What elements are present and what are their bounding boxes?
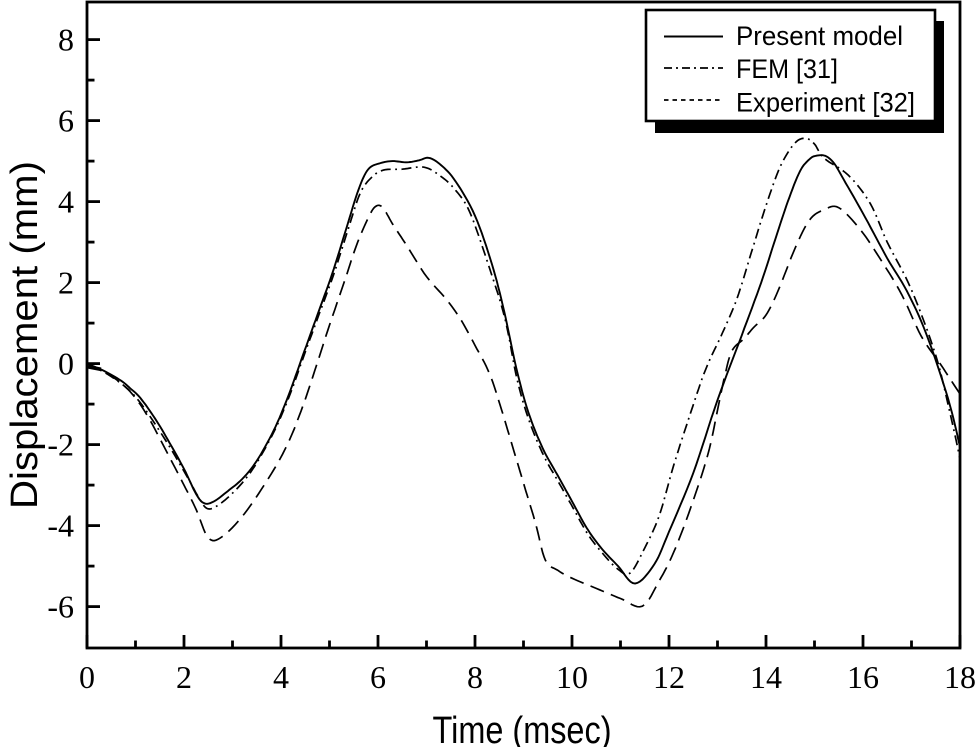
svg-text:10: 10 [556, 659, 588, 695]
svg-text:6: 6 [58, 103, 74, 139]
svg-text:0: 0 [79, 659, 95, 695]
svg-text:14: 14 [750, 659, 782, 695]
svg-text:0: 0 [58, 346, 74, 382]
svg-text:12: 12 [653, 659, 685, 695]
svg-text:Time (msec): Time (msec) [433, 710, 612, 747]
svg-text:Present model: Present model [736, 21, 903, 51]
svg-text:2: 2 [58, 265, 74, 301]
svg-text:Displacement (mm): Displacement (mm) [4, 161, 46, 509]
svg-text:8: 8 [467, 659, 483, 695]
svg-text:18: 18 [944, 659, 975, 695]
svg-text:4: 4 [273, 659, 289, 695]
svg-text:4: 4 [58, 184, 74, 220]
svg-text:-6: -6 [47, 589, 74, 625]
svg-text:-2: -2 [47, 427, 74, 463]
svg-text:FEM [31]: FEM [31] [736, 54, 838, 84]
svg-text:2: 2 [176, 659, 192, 695]
svg-text:6: 6 [370, 659, 386, 695]
svg-text:8: 8 [58, 22, 74, 58]
svg-text:16: 16 [847, 659, 879, 695]
svg-text:-4: -4 [47, 508, 74, 544]
svg-text:Experiment [32]: Experiment [32] [736, 88, 915, 118]
